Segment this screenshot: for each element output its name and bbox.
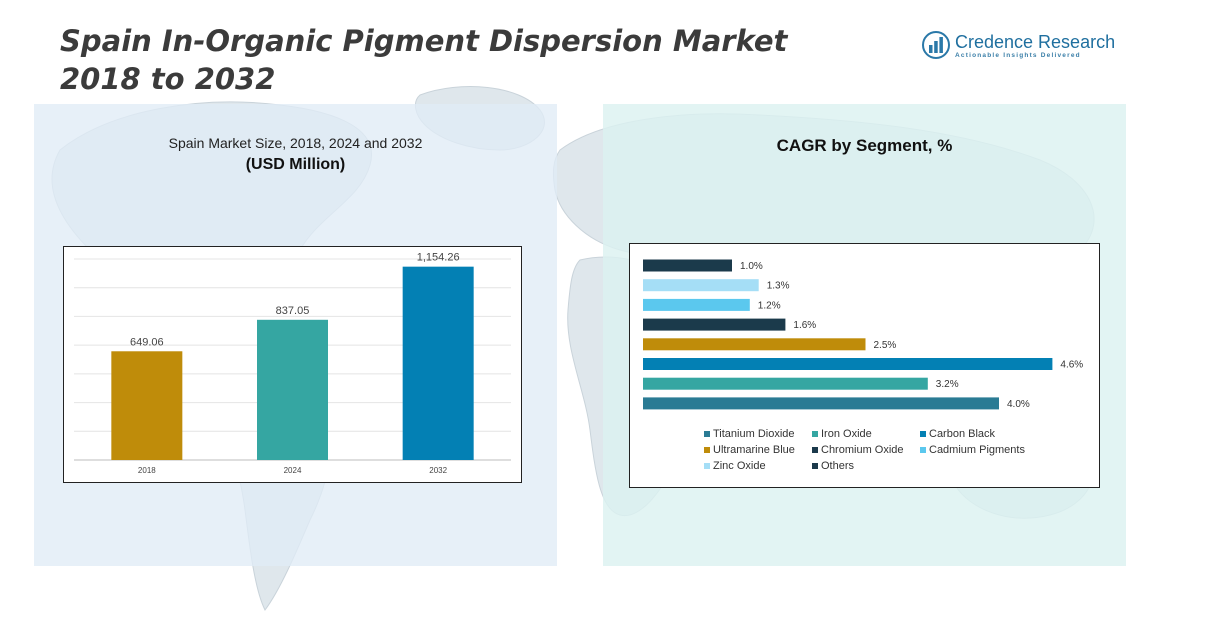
cagr-bar-ultramarine-blue [643, 338, 866, 351]
cagr-bar-titanium-dioxide [643, 397, 999, 410]
legend-swatch [920, 447, 926, 453]
cagr-value-label: 3.2% [936, 379, 959, 390]
cagr-bar-carbon-black [643, 358, 1053, 370]
bar-2032 [402, 266, 474, 460]
x-tick-label: 2024 [284, 466, 302, 475]
legend-swatch [704, 431, 710, 437]
cagr-title: CAGR by Segment, % [776, 136, 953, 155]
legend-swatch [812, 447, 818, 453]
market-size-unit: (USD Million) [245, 156, 346, 173]
bar-chart-logo-icon [922, 31, 950, 59]
legend-item: Iron Oxide [812, 428, 920, 440]
legend-label: Zinc Oxide [713, 460, 766, 472]
legend-swatch [812, 463, 818, 469]
cagr-value-label: 2.5% [874, 340, 897, 351]
legend-label: Iron Oxide [821, 428, 872, 440]
legend-item: Carbon Black [920, 428, 1070, 440]
cagr-value-label: 1.3% [767, 281, 790, 292]
logo-tagline: Actionable Insights Delivered [955, 52, 1081, 59]
cagr-value-label: 4.6% [1060, 360, 1083, 371]
bar-2018 [111, 351, 183, 460]
cagr-bar-chromium-oxide [643, 318, 786, 331]
legend-swatch [704, 463, 710, 469]
title-line-1: Spain In-Organic Pigment Dispersion Mark… [60, 24, 788, 58]
legend-item: Others [812, 460, 920, 472]
cagr-bar-zinc-oxide [643, 279, 759, 292]
cagr-bar-cadmium-pigments [643, 298, 750, 311]
bar-value-label: 649.06 [130, 336, 164, 348]
credence-research-logo: Credence Research Actionable Insights De… [922, 31, 1116, 63]
legend-item: Titanium Dioxide [704, 428, 812, 440]
page-title: Spain In-Organic Pigment Dispersion Mark… [60, 22, 787, 98]
market-size-subtitle: Spain Market Size, 2018, 2024 and 2032 [168, 135, 423, 151]
bar-value-label: 837.05 [276, 305, 310, 317]
cagr-value-label: 1.2% [758, 300, 781, 311]
market-size-chart: 649.06 2018 837.05 2024 1,154.26 2032 [63, 246, 522, 483]
legend-label: Cadmium Pigments [929, 444, 1025, 456]
legend-label: Others [821, 460, 855, 472]
cagr-legend: Titanium Dioxide Iron Oxide Carbon Black Ul… [704, 428, 1094, 472]
logo-name: Credence Research [955, 32, 1116, 52]
legend-swatch [812, 431, 818, 437]
legend-swatch [920, 431, 926, 437]
title-line-2: 2018 to 2032 [60, 62, 276, 96]
cagr-value-label: 4.0% [1007, 399, 1030, 410]
legend-label: Ultramarine Blue [713, 444, 795, 456]
legend-label: Carbon Black [929, 428, 996, 440]
legend-label: Titanium Dioxide [713, 428, 795, 440]
cagr-value-label: 1.0% [740, 261, 763, 272]
bar-2024 [257, 319, 328, 460]
cagr-bar-iron-oxide [643, 377, 928, 390]
legend-item: Ultramarine Blue [704, 444, 812, 456]
market-size-bar-chart: 649.06 2018 837.05 2024 1,154.26 2032 [74, 252, 511, 475]
legend-label: Chromium Oxide [821, 444, 904, 456]
legend-item: Zinc Oxide [704, 460, 812, 472]
legend-item: Chromium Oxide [812, 444, 920, 456]
bar-value-label: 1,154.26 [417, 252, 460, 264]
cagr-bar-chart: 4.0% 3.2% 4.6% 2.5% 1.6% 1.2% 1.3% 1.0% [643, 259, 1083, 410]
legend-item: Cadmium Pigments [920, 444, 1070, 456]
cagr-bar-others [643, 259, 732, 272]
x-tick-label: 2018 [138, 466, 156, 475]
x-tick-label: 2032 [429, 466, 447, 475]
cagr-value-label: 1.6% [793, 320, 816, 331]
legend-swatch [704, 447, 710, 453]
cagr-chart: 4.0% 3.2% 4.6% 2.5% 1.6% 1.2% 1.3% 1.0% Titaniu… [629, 243, 1100, 488]
